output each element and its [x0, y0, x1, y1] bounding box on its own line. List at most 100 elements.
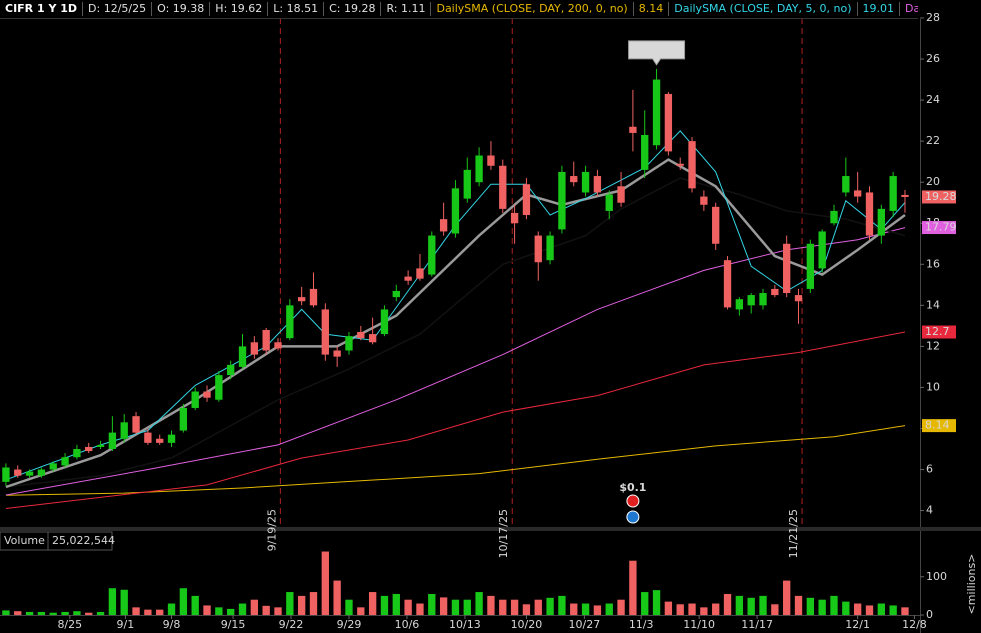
y-tick-label: 26: [926, 52, 940, 65]
candle-body: [380, 309, 389, 335]
candle-body: [132, 416, 140, 433]
x-tick-label: 11/10: [683, 618, 715, 631]
candle-body: [605, 194, 613, 211]
volume-bar: [144, 609, 152, 615]
volume-bar: [522, 604, 531, 615]
volume-bar: [380, 595, 389, 615]
volume-bar: [167, 603, 176, 615]
volume-bar: [333, 580, 341, 615]
volume-bar: [629, 560, 637, 615]
volume-bar: [712, 603, 720, 615]
candle-body: [73, 449, 81, 458]
volume-bar: [853, 603, 862, 615]
price-tag: 8.14: [925, 419, 950, 432]
sma-line: [5, 331, 906, 509]
candle-body: [510, 212, 519, 224]
volume-bar: [25, 611, 34, 615]
candle-body: [297, 297, 306, 302]
candle-body: [96, 444, 105, 447]
symbol[interactable]: CIFR 1 Y 1D: [0, 2, 84, 16]
x-tick-label: 10/20: [511, 618, 543, 631]
candle-body: [404, 276, 412, 281]
candle-body: [853, 190, 862, 197]
candle-body: [487, 155, 495, 166]
candle-body: [250, 342, 259, 355]
volume-bar: [120, 589, 128, 615]
candle-body: [747, 295, 755, 306]
volume-bar: [451, 599, 460, 615]
candle-body: [2, 467, 10, 482]
candle-body: [759, 293, 767, 306]
volume-bar: [641, 592, 649, 615]
candle-body: [712, 206, 720, 244]
volume-bar: [771, 604, 779, 615]
candle-body: [499, 165, 507, 209]
info-field: D: 12/5/25: [83, 2, 153, 16]
volume-bar: [617, 599, 625, 615]
x-tick-label: 10/13: [449, 618, 481, 631]
y-tick-label: 12: [926, 339, 940, 352]
event-label: 11/21/25: [787, 509, 800, 558]
volume-total-box: [47, 531, 113, 551]
price-tag: 17.79: [925, 221, 957, 234]
study-value: 19.01: [858, 2, 900, 16]
volume-bar: [321, 551, 329, 615]
volume-bar: [309, 592, 318, 615]
candle-body: [546, 235, 554, 261]
volume-bar: [794, 595, 803, 615]
y-tick-label: 14: [926, 298, 940, 311]
volume-bar: [605, 603, 613, 615]
candle-body: [144, 432, 152, 443]
volume-bar: [238, 603, 247, 615]
price-tag-box: [922, 190, 956, 204]
candle-body: [49, 463, 57, 470]
candle-body: [771, 288, 779, 296]
volume-bar: [274, 607, 282, 615]
volume-bar: [49, 612, 57, 615]
callout-text: Hi: 25.52: [632, 43, 682, 56]
high-callout: Hi: 25.52: [628, 40, 686, 66]
dividend-label: $0.1: [619, 481, 646, 494]
candle-body: [558, 171, 566, 230]
candle-body: [629, 126, 637, 133]
volume-y-tick-label: 100: [926, 570, 947, 583]
price-panel: [2, 19, 909, 527]
candle-body: [309, 288, 318, 306]
volume-bar: [156, 609, 164, 615]
candle-body: [191, 391, 199, 408]
price-tag-box: [922, 325, 956, 339]
volume-bar: [227, 608, 235, 615]
candle-body: [227, 364, 235, 376]
volume-bar: [404, 599, 412, 615]
candle-body: [617, 186, 625, 203]
candle-body: [345, 336, 353, 351]
candle-body: [37, 469, 46, 476]
candle-body: [865, 192, 874, 236]
volume-bar: [416, 603, 424, 615]
candle-body: [262, 329, 270, 351]
candle-body: [357, 332, 365, 339]
volume-bar: [96, 611, 105, 615]
volume-bar: [61, 611, 69, 615]
volume-bar: [534, 599, 542, 615]
volume-bar: [865, 605, 874, 615]
volume-bar: [581, 603, 590, 615]
candle-body: [570, 176, 578, 183]
candle-body: [368, 334, 377, 343]
candle-body: [179, 407, 188, 431]
volume-bar: [558, 595, 566, 615]
x-tick-label: 10/6: [395, 618, 420, 631]
callout-box: [628, 40, 686, 66]
volume-bar: [546, 597, 554, 615]
info-field: C: 19.28: [324, 2, 382, 16]
volume-bar: [2, 610, 10, 615]
candle-body: [830, 210, 838, 224]
x-tick-label: 12/8: [902, 618, 927, 631]
candle-body: [333, 350, 341, 357]
candle-body: [534, 235, 542, 263]
x-tick-label: 9/22: [279, 618, 304, 631]
volume-bar: [14, 611, 22, 615]
candle-body: [652, 79, 661, 146]
candle-body: [238, 346, 247, 367]
price-tag: 19.28: [925, 190, 957, 203]
